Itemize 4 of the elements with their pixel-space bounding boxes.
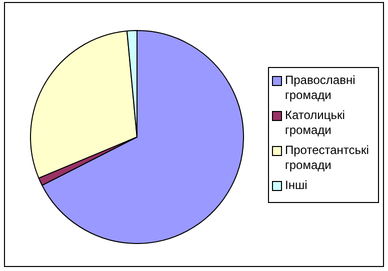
legend-label: Православні громади (285, 73, 356, 103)
legend-label: Католицькі громади (285, 108, 346, 138)
legend-label: Інші (285, 178, 308, 193)
legend-label: Протестантські громади (285, 143, 370, 173)
